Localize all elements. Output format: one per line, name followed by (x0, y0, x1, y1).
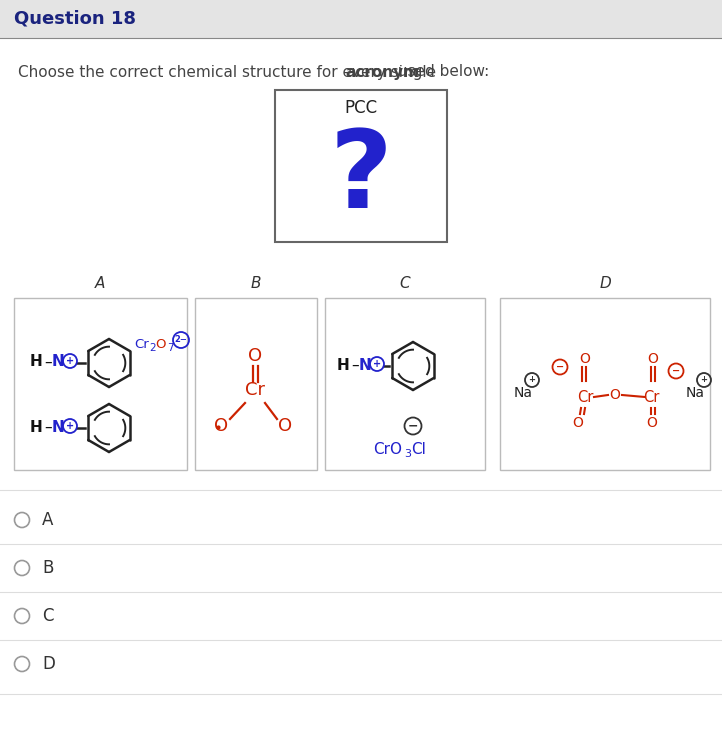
FancyBboxPatch shape (500, 298, 710, 470)
Text: Cl: Cl (411, 442, 426, 457)
Text: C: C (400, 275, 410, 290)
Text: used below:: used below: (393, 64, 489, 79)
Text: –: – (44, 355, 52, 370)
Text: +: + (700, 376, 708, 385)
Text: O: O (647, 416, 658, 430)
FancyBboxPatch shape (0, 38, 722, 756)
Text: O: O (248, 347, 262, 365)
Text: O: O (609, 388, 620, 402)
Text: 2: 2 (149, 343, 156, 353)
Text: +: + (529, 376, 536, 385)
Text: acronym: acronym (345, 64, 419, 79)
Text: C: C (42, 607, 53, 625)
Text: A: A (42, 511, 53, 529)
Text: B: B (251, 275, 261, 290)
Text: D: D (599, 275, 611, 290)
Text: H: H (336, 358, 349, 373)
Text: Na: Na (514, 386, 533, 400)
Text: D: D (42, 655, 55, 673)
Text: A: A (95, 275, 105, 290)
Text: Cr: Cr (643, 391, 659, 405)
Text: 2−: 2− (175, 336, 188, 345)
Text: −: − (556, 362, 564, 372)
Text: Question 18: Question 18 (14, 10, 136, 28)
Text: N: N (52, 420, 64, 435)
Text: O: O (278, 417, 292, 435)
Text: 7: 7 (167, 343, 173, 353)
Text: H: H (30, 355, 43, 370)
FancyBboxPatch shape (275, 90, 447, 242)
FancyBboxPatch shape (325, 298, 485, 470)
Text: +: + (373, 359, 381, 369)
Text: Cr: Cr (577, 391, 593, 405)
Text: PCC: PCC (344, 99, 378, 117)
Text: O: O (573, 416, 583, 430)
Text: B: B (42, 559, 53, 577)
Text: –: – (44, 420, 52, 435)
Text: O: O (648, 352, 658, 366)
Text: −: − (408, 420, 418, 432)
Text: O: O (155, 338, 165, 351)
Text: –: – (351, 358, 359, 373)
FancyBboxPatch shape (0, 0, 722, 38)
Text: Choose the correct chemical structure for every single: Choose the correct chemical structure fo… (18, 64, 441, 79)
Text: O: O (580, 352, 591, 366)
Text: H: H (30, 420, 43, 435)
Text: O: O (214, 417, 228, 435)
Text: 3: 3 (404, 449, 411, 459)
Text: Na: Na (686, 386, 705, 400)
Text: N: N (52, 355, 64, 370)
FancyBboxPatch shape (14, 298, 187, 470)
Text: +: + (66, 356, 74, 366)
Text: ?: ? (330, 125, 392, 231)
Text: N: N (359, 358, 371, 373)
FancyBboxPatch shape (195, 298, 317, 470)
Text: −: − (672, 366, 680, 376)
Text: CrO: CrO (373, 442, 402, 457)
Text: Cr: Cr (134, 338, 149, 351)
Text: +: + (66, 421, 74, 431)
Text: Cr: Cr (245, 381, 265, 399)
